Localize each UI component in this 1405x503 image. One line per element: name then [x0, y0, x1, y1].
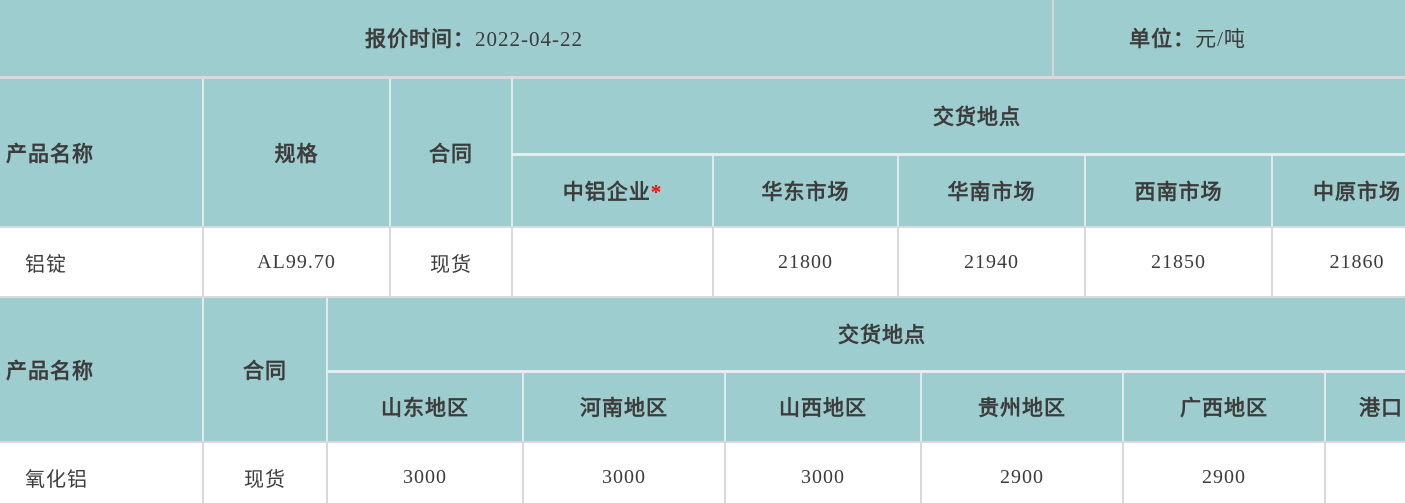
table-row-alumina: 氧化铝 现货 3000 3000 3000 2900 2900 [0, 442, 1405, 503]
contract-header: 合同 [203, 298, 328, 443]
quote-time-cell: 报价时间：2022-04-22 [0, 0, 1054, 76]
price-cell-guangxi: 2900 [1123, 442, 1326, 503]
sub-header-shandong-region: 山东地区 [327, 371, 524, 443]
product-name-header: 产品名称 [0, 79, 204, 228]
product-name-cell: 铝锭 [0, 227, 204, 298]
product-name-cell: 氧化铝 [0, 442, 204, 503]
sub-header-guizhou-region: 贵州地区 [921, 371, 1124, 443]
sub-header-southwest-market: 西南市场 [1085, 154, 1273, 228]
sub-header-east-china-market: 华东市场 [713, 154, 899, 228]
contract-cell: 现货 [390, 227, 513, 298]
price-cell-guizhou: 2900 [921, 442, 1124, 503]
unit-value: 元/吨 [1195, 27, 1246, 51]
price-table-alumina: 产品名称 合同 交货地点 山东地区 河南地区 山西地区 贵州地区 广西地区 港口… [0, 298, 1405, 503]
quote-time-value: 2022-04-22 [475, 27, 583, 51]
price-cell-port [1325, 442, 1405, 503]
sub-header-guangxi-region: 广西地区 [1123, 371, 1326, 443]
price-cell-central-plains: 21860 [1272, 227, 1405, 298]
price-cell-south-china: 21940 [898, 227, 1086, 298]
sub-header-central-plains-market: 中原市场 [1272, 154, 1405, 228]
table1-header-row-1: 产品名称 规格 合同 交货地点 [0, 79, 1405, 228]
delivery-location-header: 交货地点 [327, 298, 1405, 373]
spec-header: 规格 [203, 79, 391, 228]
spec-cell: AL99.70 [203, 227, 391, 298]
price-cell-southwest: 21850 [1085, 227, 1273, 298]
price-cell-east-china: 21800 [713, 227, 899, 298]
price-cell-chinalco [512, 227, 714, 298]
price-cell-henan: 3000 [523, 442, 726, 503]
sub-header-chinalco: 中铝企业* [512, 154, 714, 228]
table1-header-row-2: 中铝企业* 华东市场 华南市场 西南市场 中原市场 [0, 154, 1405, 228]
quote-time: 报价时间：2022-04-22 [365, 23, 583, 53]
price-cell-shandong: 3000 [327, 442, 524, 503]
sub-header-south-china-market: 华南市场 [898, 154, 1086, 228]
contract-cell: 现货 [203, 442, 328, 503]
sub-header-shanxi-region: 山西地区 [725, 371, 922, 443]
delivery-location-header: 交货地点 [512, 79, 1405, 156]
table-row-aluminum-ingot: 铝锭 AL99.70 现货 21800 21940 21850 21860 [0, 227, 1405, 298]
contract-header: 合同 [390, 79, 513, 228]
price-cell-shanxi: 3000 [725, 442, 922, 503]
sub-header-henan-region: 河南地区 [523, 371, 726, 443]
unit-label: 单位： [1129, 27, 1196, 51]
quote-time-label: 报价时间： [365, 27, 475, 51]
unit-cell: 单位：元/吨 [1054, 0, 1405, 76]
sub-header-port: 港口 [1325, 371, 1405, 443]
unit: 单位：元/吨 [1129, 23, 1246, 53]
price-table-aluminum-ingot: 产品名称 规格 合同 交货地点 中铝企业* 华东市场 华南市场 西南市场 中原市… [0, 79, 1405, 298]
product-name-header: 产品名称 [0, 298, 204, 443]
table2-header-row-2: 山东地区 河南地区 山西地区 贵州地区 广西地区 港口 [0, 371, 1405, 443]
topbar: 报价时间：2022-04-22 单位：元/吨 [0, 0, 1405, 79]
table2-header-row-1: 产品名称 合同 交货地点 [0, 298, 1405, 443]
required-asterisk: * [650, 179, 663, 204]
